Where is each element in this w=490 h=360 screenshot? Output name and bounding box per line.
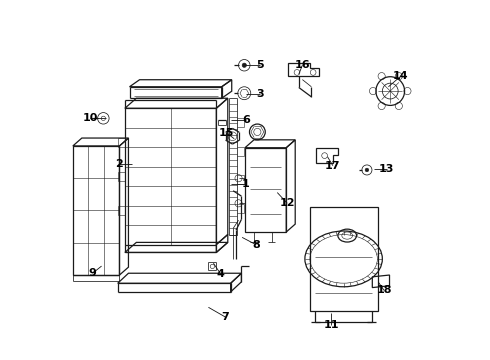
Text: 18: 18 (376, 285, 392, 296)
Text: 12: 12 (280, 198, 295, 208)
Bar (125, 108, 216, 244)
Text: 15: 15 (219, 128, 234, 138)
Text: 13: 13 (379, 164, 394, 174)
Bar (73, 146, 120, 275)
Text: 6: 6 (242, 115, 249, 125)
Text: 14: 14 (393, 71, 409, 81)
Text: 9: 9 (89, 268, 97, 278)
Text: 4: 4 (217, 269, 224, 279)
Text: 2: 2 (115, 159, 122, 169)
Text: 8: 8 (252, 239, 260, 249)
Circle shape (242, 63, 246, 67)
Text: 10: 10 (82, 113, 98, 123)
Text: 1: 1 (242, 179, 249, 189)
Bar (310, 207, 378, 311)
Text: 3: 3 (256, 89, 264, 99)
Text: 5: 5 (256, 60, 264, 70)
Circle shape (365, 168, 368, 172)
Text: 17: 17 (325, 161, 341, 171)
Text: 11: 11 (323, 320, 339, 330)
Text: 7: 7 (221, 312, 229, 322)
Text: 16: 16 (294, 60, 310, 70)
